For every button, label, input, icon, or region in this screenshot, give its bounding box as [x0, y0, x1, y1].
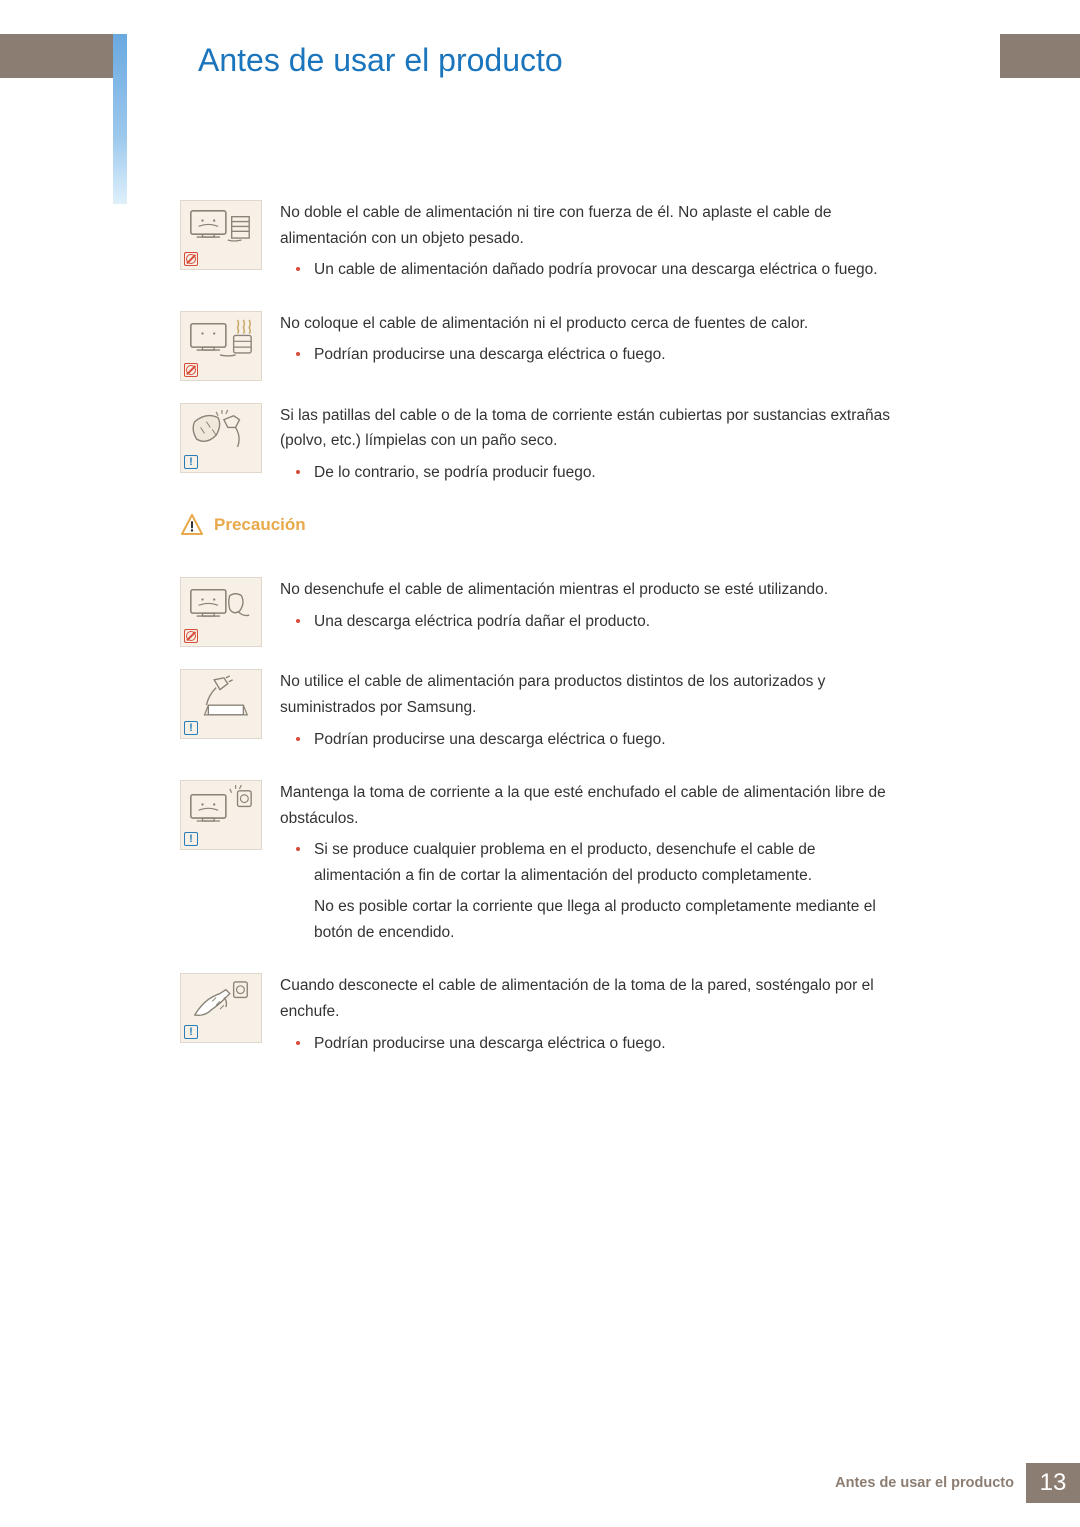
device-plug-icon — [185, 674, 257, 719]
safety-text-block: Cuando desconecte el cable de alimentaci… — [280, 973, 900, 1062]
monitor-cable-icon — [185, 205, 257, 250]
safety-item: No doble el cable de alimentación ni tir… — [180, 200, 900, 289]
bullet-list: Un cable de alimentación dañado podría p… — [280, 257, 900, 283]
bullet-item: De lo contrario, se podría producir fueg… — [314, 460, 900, 486]
safety-illustration: ! — [180, 780, 262, 850]
page-title: Antes de usar el producto — [198, 42, 563, 79]
clean-plug-icon — [185, 408, 257, 453]
prohibit-icon — [184, 629, 198, 643]
caution-triangle-icon — [180, 513, 204, 537]
safety-item: ! Si las patillas del cable o de la toma… — [180, 403, 900, 492]
info-icon: ! — [184, 1025, 198, 1039]
safety-main-text: No coloque el cable de alimentación ni e… — [280, 311, 900, 337]
caution-label: Precaución — [214, 515, 306, 535]
monitor-unplug-icon — [185, 582, 257, 627]
bullet-list: Una descarga eléctrica podría dañar el p… — [280, 609, 900, 635]
safety-illustration — [180, 577, 262, 647]
bullet-item: Podrían producirse una descarga eléctric… — [314, 1031, 900, 1057]
footer-section-label: Antes de usar el producto — [835, 1475, 1014, 1491]
safety-item: ! Mantenga la toma de corriente a la que… — [180, 780, 900, 951]
safety-main-text: No doble el cable de alimentación ni tir… — [280, 200, 900, 251]
page-footer: Antes de usar el producto 13 — [835, 1463, 1080, 1503]
bullet-list: Podrían producirse una descarga eléctric… — [280, 1031, 900, 1057]
info-icon: ! — [184, 721, 198, 735]
safety-text-block: No utilice el cable de alimentación para… — [280, 669, 900, 758]
footer-page-number: 13 — [1026, 1463, 1080, 1503]
safety-main-text: No desenchufe el cable de alimentación m… — [280, 577, 900, 603]
safety-illustration — [180, 200, 262, 270]
bullet-item: Si se produce cualquier problema en el p… — [314, 837, 900, 888]
hand-plug-icon — [185, 978, 257, 1023]
safety-main-text: Si las patillas del cable o de la toma d… — [280, 403, 900, 454]
safety-main-text: Mantenga la toma de corriente a la que e… — [280, 780, 900, 831]
safety-text-block: No desenchufe el cable de alimentación m… — [280, 577, 900, 640]
safety-illustration: ! — [180, 973, 262, 1043]
monitor-heat-icon — [185, 316, 257, 361]
content-area: No doble el cable de alimentación ni tir… — [180, 200, 900, 1084]
safety-item: ! Cuando desconecte el cable de alimenta… — [180, 973, 900, 1062]
safety-illustration: ! — [180, 669, 262, 739]
header-accent — [113, 34, 127, 204]
monitor-outlet-icon — [185, 785, 257, 830]
bullet-item: Una descarga eléctrica podría dañar el p… — [314, 609, 900, 635]
safety-illustration: ! — [180, 403, 262, 473]
bullet-list: Podrían producirse una descarga eléctric… — [280, 342, 900, 368]
safety-item: No desenchufe el cable de alimentación m… — [180, 577, 900, 647]
bullet-item: Podrían producirse una descarga eléctric… — [314, 342, 900, 368]
safety-item: No coloque el cable de alimentación ni e… — [180, 311, 900, 381]
safety-item: ! No utilice el cable de alimentación pa… — [180, 669, 900, 758]
bullet-item: Podrían producirse una descarga eléctric… — [314, 727, 900, 753]
note-item: No es posible cortar la corriente que ll… — [314, 894, 900, 945]
prohibit-icon — [184, 363, 198, 377]
prohibit-icon — [184, 252, 198, 266]
safety-illustration — [180, 311, 262, 381]
safety-main-text: Cuando desconecte el cable de alimentaci… — [280, 973, 900, 1024]
safety-main-text: No utilice el cable de alimentación para… — [280, 669, 900, 720]
bullet-list: Podrían producirse una descarga eléctric… — [280, 727, 900, 753]
bullet-list: Si se produce cualquier problema en el p… — [280, 837, 900, 945]
info-icon: ! — [184, 455, 198, 469]
bullet-list: De lo contrario, se podría producir fueg… — [280, 460, 900, 486]
bullet-item: Un cable de alimentación dañado podría p… — [314, 257, 900, 283]
safety-text-block: No doble el cable de alimentación ni tir… — [280, 200, 900, 289]
safety-text-block: Si las patillas del cable o de la toma d… — [280, 403, 900, 492]
info-icon: ! — [184, 832, 198, 846]
caution-header: Precaución — [180, 513, 900, 537]
safety-text-block: No coloque el cable de alimentación ni e… — [280, 311, 900, 374]
safety-text-block: Mantenga la toma de corriente a la que e… — [280, 780, 900, 951]
